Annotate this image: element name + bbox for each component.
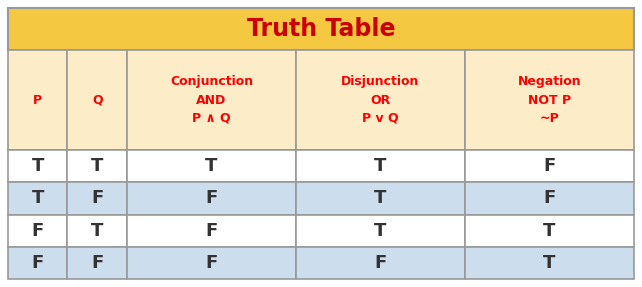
Bar — [67, 247, 127, 279]
Text: T: T — [91, 157, 103, 175]
Bar — [465, 50, 634, 150]
Text: T: T — [543, 222, 556, 240]
Bar — [127, 182, 296, 214]
Text: Conjunction
AND
P ∧ Q: Conjunction AND P ∧ Q — [170, 75, 253, 125]
Bar — [8, 247, 67, 279]
Bar — [8, 150, 67, 182]
Bar — [465, 150, 634, 182]
Bar — [296, 150, 465, 182]
Bar — [8, 182, 67, 214]
Text: Negation
NOT P
~P: Negation NOT P ~P — [517, 75, 581, 125]
Text: F: F — [31, 254, 44, 272]
Bar — [8, 214, 67, 247]
Bar — [127, 150, 296, 182]
Text: T: T — [374, 157, 386, 175]
Bar — [8, 8, 634, 50]
Text: T: T — [205, 157, 218, 175]
Bar — [296, 214, 465, 247]
Text: Q: Q — [92, 94, 103, 106]
Text: F: F — [543, 189, 555, 208]
Bar — [465, 214, 634, 247]
Bar — [127, 247, 296, 279]
Text: T: T — [543, 254, 556, 272]
Bar — [296, 182, 465, 214]
Text: F: F — [91, 254, 103, 272]
Text: Truth Table: Truth Table — [247, 17, 395, 41]
Text: P: P — [33, 94, 42, 106]
Bar — [465, 247, 634, 279]
Bar — [67, 182, 127, 214]
Bar — [296, 50, 465, 150]
Bar — [67, 214, 127, 247]
Text: T: T — [374, 189, 386, 208]
Text: T: T — [374, 222, 386, 240]
Bar — [67, 150, 127, 182]
Bar — [127, 214, 296, 247]
Text: F: F — [91, 189, 103, 208]
Text: T: T — [31, 189, 44, 208]
Text: F: F — [374, 254, 386, 272]
Bar — [296, 247, 465, 279]
Bar — [8, 50, 67, 150]
Text: F: F — [543, 157, 555, 175]
Text: F: F — [31, 222, 44, 240]
Bar — [67, 50, 127, 150]
Bar — [465, 182, 634, 214]
Text: F: F — [205, 254, 218, 272]
Text: Disjunction
OR
P v Q: Disjunction OR P v Q — [342, 75, 420, 125]
Text: T: T — [31, 157, 44, 175]
Bar — [127, 50, 296, 150]
Text: T: T — [91, 222, 103, 240]
Text: F: F — [205, 222, 218, 240]
Text: F: F — [205, 189, 218, 208]
